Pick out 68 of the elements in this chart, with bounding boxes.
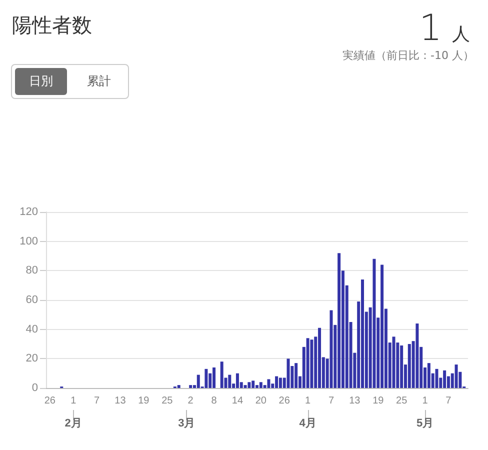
bar (338, 253, 341, 388)
bar (220, 362, 224, 388)
x-tick-label: 13 (349, 396, 361, 406)
x-tick-label: 1 (422, 396, 428, 406)
y-tick-label: 120 (20, 206, 38, 218)
daily-toggle: 日別 (15, 68, 67, 95)
bar (380, 264, 384, 388)
bar (275, 376, 278, 388)
bar (435, 368, 438, 388)
x2-tick-label: 3月 (178, 418, 196, 430)
bar (306, 338, 310, 388)
bar (189, 385, 192, 388)
bar (196, 374, 200, 388)
view-toggle[interactable]: 日別 累計 (11, 64, 129, 99)
bar (310, 340, 314, 388)
bar (236, 373, 239, 388)
bar (318, 328, 322, 388)
bar (454, 364, 458, 388)
x-tick-label: 8 (211, 396, 218, 406)
x-tick-label: 26 (44, 396, 56, 406)
x-tick-label: 26 (278, 396, 290, 406)
x-tick-label: 1 (70, 396, 77, 406)
bar (408, 344, 411, 388)
bar (400, 345, 404, 388)
bar (259, 382, 262, 388)
y-tick-label: 0 (32, 382, 38, 394)
bar (443, 370, 446, 388)
bar (278, 378, 282, 388)
bar (330, 310, 333, 388)
bar (416, 323, 419, 388)
x2-tick-label: 4月 (299, 418, 316, 430)
x-tick-label: 19 (372, 396, 384, 406)
x-tick-label: 7 (328, 396, 334, 406)
bar (267, 379, 270, 388)
y-tick-label: 20 (26, 352, 38, 365)
x-tick-label: 13 (114, 396, 126, 406)
x-tick-label: 7 (446, 396, 452, 406)
bar (372, 258, 376, 388)
x-tick-label: 19 (138, 396, 150, 406)
chart-subtitle: 実績値（前日比：-10 人） (342, 48, 474, 63)
x-tick-label: 25 (162, 396, 174, 406)
x-tick-label: 7 (94, 396, 100, 406)
x-tick-label: 1 (305, 396, 312, 406)
bar (294, 363, 298, 388)
x-tick-label: 25 (396, 396, 408, 406)
bar (177, 385, 180, 388)
x-tick-label: 2 (188, 396, 194, 406)
bar (427, 363, 430, 388)
text: 1 人 (419, 8, 470, 49)
x-tick-label: 14 (232, 396, 244, 406)
x2-tick-label: 2月 (64, 418, 82, 430)
y-tick-label: 40 (26, 323, 38, 336)
bar (244, 385, 247, 388)
bar (248, 382, 251, 388)
y-tick-label: 100 (20, 235, 38, 248)
bar (252, 380, 255, 388)
chart-title: 陽性者数 (12, 12, 92, 39)
bar (228, 374, 232, 388)
bar (204, 368, 208, 388)
y-tick-label: 60 (26, 294, 38, 306)
bar (212, 367, 216, 388)
bar (361, 279, 364, 388)
bar (286, 358, 290, 388)
y-tick-label: 80 (26, 264, 38, 277)
x2-tick-label: 5月 (416, 418, 434, 430)
bar (392, 336, 396, 388)
x-tick-label: 20 (255, 396, 267, 406)
cumulative-toggle: 累計 (73, 68, 125, 95)
